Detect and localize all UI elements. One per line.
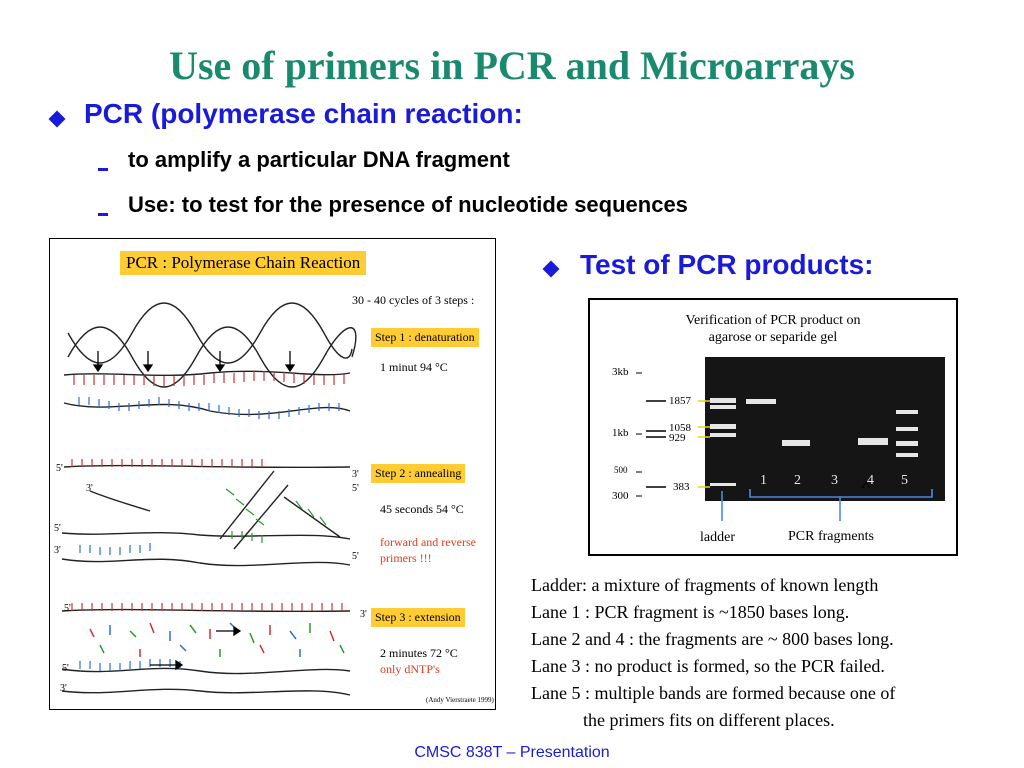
lane4-marker xyxy=(861,481,871,489)
dna-strand xyxy=(89,490,151,512)
strand-end-5prime: 5' xyxy=(64,603,71,614)
helix-strand xyxy=(67,326,357,388)
sub-bullet-use: Use: to test for the presence of nucleot… xyxy=(128,192,688,217)
step3-dntp-note: only dNTP's xyxy=(380,662,440,676)
strand-end-5prime: 5' xyxy=(352,483,359,494)
dna-strand xyxy=(233,484,289,550)
gel-title-line1: Verification of PCR product on xyxy=(685,313,861,328)
strand-end-3prime: 3' xyxy=(86,483,93,494)
helix-strand xyxy=(67,302,353,364)
step1-note: 1 minut 94 °C xyxy=(380,360,448,374)
scale-3kb: 3kb xyxy=(612,366,629,378)
strand-end-3prime: 3' xyxy=(360,609,367,620)
dna-strand xyxy=(61,532,351,540)
note-lane5: Lane 5 : multiple bands are formed becau… xyxy=(531,683,896,703)
bullet-pcr: PCR (polymerase chain reaction: xyxy=(84,98,523,129)
figure-credit: (Andy Vierstraete 1999) xyxy=(426,696,494,704)
step2-label: Step 2 : annealing xyxy=(371,464,466,483)
strand-end-3prime: 3' xyxy=(60,683,67,694)
gel-figure: Verification of PCR product on agarose o… xyxy=(588,298,958,556)
pcr-fragments-label: PCR fragments xyxy=(788,529,874,544)
note-lane2-4: Lane 2 and 4 : the fragments are ~ 800 b… xyxy=(531,629,894,649)
marker-929: 929 xyxy=(669,432,686,444)
diamond-bullet-icon xyxy=(542,260,560,278)
step2-primers-note: forward and reverse xyxy=(380,535,476,549)
dash-bullet-icon xyxy=(98,168,108,171)
dna-strand xyxy=(61,688,351,696)
dna-strand xyxy=(61,558,351,567)
step1-label: Step 1 : denaturation xyxy=(371,328,479,347)
strand-end-5prime: 5' xyxy=(62,663,69,674)
lane-label-4: 4 xyxy=(867,473,874,488)
marker-383: 383 xyxy=(673,481,690,493)
dna-strand xyxy=(63,370,351,377)
scale-500: 500 xyxy=(614,465,628,475)
lane-label-2: 2 xyxy=(794,473,801,488)
step3-note: 2 minutes 72 °C xyxy=(380,646,458,660)
gel-title-line2: agarose or separide gel xyxy=(708,330,838,345)
scale-300: 300 xyxy=(612,490,629,502)
diamond-bullet-icon xyxy=(48,110,66,128)
slide-title: Use of primers in PCR and Microarrays xyxy=(169,43,855,88)
note-lane5-continued: the primers fits on different places. xyxy=(583,710,835,730)
gel-notes: Ladder: a mixture of fragments of known … xyxy=(531,572,895,734)
scale-1kb: 1kb xyxy=(612,427,629,439)
pcr-cycles: 30 - 40 cycles of 3 steps : xyxy=(352,293,475,307)
strand-end-5prime: 5' xyxy=(56,463,63,474)
strand-end-5prime: 5' xyxy=(352,551,359,562)
dna-strand xyxy=(219,470,275,540)
marker-1857: 1857 xyxy=(669,395,691,407)
lane-label-1: 1 xyxy=(760,473,767,488)
step2-note: 45 seconds 54 °C xyxy=(380,502,464,516)
dna-strand xyxy=(61,608,351,613)
strand-end-3prime: 3' xyxy=(352,469,359,480)
note-ladder: Ladder: a mixture of fragments of known … xyxy=(531,575,879,595)
note-lane1: Lane 1 : PCR fragment is ~1850 bases lon… xyxy=(531,602,850,622)
gel-title: Verification of PCR product on agarose o… xyxy=(590,312,956,346)
lane-label-5: 5 xyxy=(901,473,908,488)
step2-primers-note: primers !!! xyxy=(380,551,432,565)
dna-strand xyxy=(63,464,351,469)
dash-bullet-icon xyxy=(98,213,108,216)
dna-strand xyxy=(61,667,351,675)
gel-markup xyxy=(636,372,933,521)
ladder-label: ladder xyxy=(700,530,735,545)
pcr-figure-header: PCR : Polymerase Chain Reaction xyxy=(120,251,367,275)
lane-label-3: 3 xyxy=(831,473,838,488)
footer: CMSC 838T – Presentation xyxy=(414,744,610,761)
note-lane3: Lane 3 : no product is formed, so the PC… xyxy=(531,656,885,676)
bullet-test-pcr: Test of PCR products: xyxy=(580,249,874,280)
dna-strand xyxy=(283,496,341,538)
dna-strand xyxy=(63,402,351,416)
sub-bullet-amplify: to amplify a particular DNA fragment xyxy=(128,147,510,172)
strand-end-5prime: 5' xyxy=(54,523,61,534)
strand-end-3prime: 3' xyxy=(54,545,61,556)
pcr-illustration xyxy=(61,302,357,696)
pcr-figure: PCR : Polymerase Chain Reaction 30 - 40 … xyxy=(49,238,496,710)
step3-label: Step 3 : extension xyxy=(371,608,465,627)
marker-1058: 1058 xyxy=(669,422,691,434)
